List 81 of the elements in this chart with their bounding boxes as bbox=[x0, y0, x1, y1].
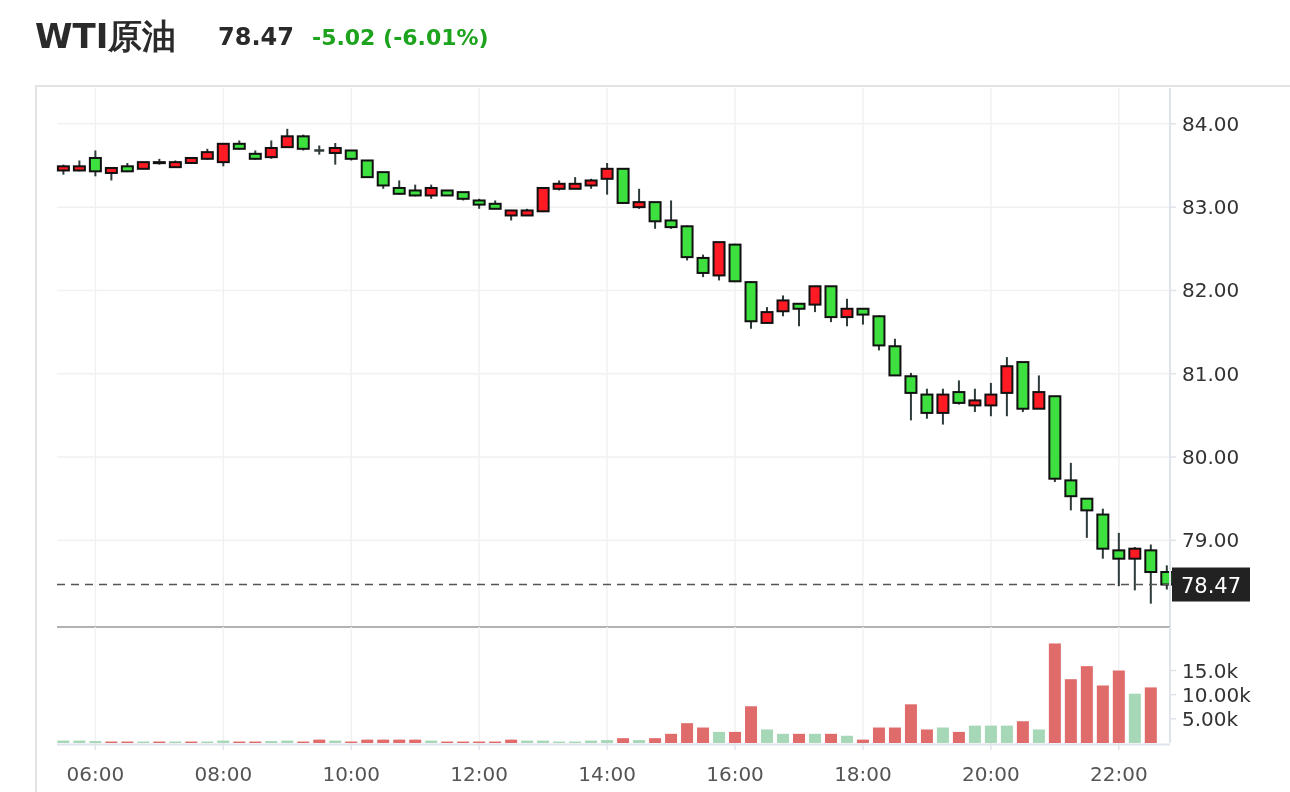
y-tick-label: 10.00k bbox=[1182, 682, 1252, 707]
bar bbox=[888, 727, 901, 743]
candlestick bbox=[648, 201, 662, 230]
chart-title: WTI原油 bbox=[35, 16, 177, 56]
candlestick bbox=[968, 387, 982, 414]
candlestick bbox=[1112, 531, 1126, 588]
bar bbox=[1048, 643, 1061, 743]
candlestick bbox=[952, 379, 966, 406]
bar bbox=[633, 740, 646, 743]
candlestick bbox=[904, 371, 918, 422]
bar bbox=[1032, 729, 1045, 743]
candlestick bbox=[280, 127, 294, 149]
candlestick bbox=[1128, 546, 1142, 592]
candlestick bbox=[1080, 497, 1094, 539]
bar bbox=[968, 725, 981, 743]
x-tick-label: 08:00 bbox=[194, 762, 253, 786]
candlestick bbox=[840, 297, 854, 328]
chart-subtitle: 78.47 bbox=[218, 23, 294, 51]
y-tick-label: 80.00 bbox=[1182, 445, 1240, 470]
y-tick-label: 83.00 bbox=[1182, 195, 1240, 220]
bar bbox=[904, 704, 917, 743]
bar bbox=[920, 729, 933, 743]
candlestick bbox=[1064, 461, 1078, 512]
x-tick-label: 10:00 bbox=[322, 762, 381, 786]
bar bbox=[1064, 679, 1077, 743]
candlestick bbox=[88, 149, 102, 178]
bar bbox=[793, 733, 805, 743]
candlestick bbox=[920, 387, 934, 420]
y-tick-label: 82.00 bbox=[1182, 278, 1240, 303]
bar bbox=[824, 733, 837, 743]
x-tick-label: 22:00 bbox=[1090, 762, 1148, 786]
bar bbox=[1112, 670, 1125, 743]
candlestick bbox=[1144, 543, 1158, 605]
bar bbox=[840, 735, 853, 743]
bar bbox=[713, 731, 726, 743]
candlestick bbox=[808, 285, 822, 314]
x-tick-label: 14:00 bbox=[578, 762, 636, 786]
bar bbox=[1080, 666, 1093, 743]
bar bbox=[808, 733, 821, 743]
bar bbox=[777, 733, 790, 743]
candlestick bbox=[776, 294, 790, 318]
bar bbox=[1128, 693, 1141, 743]
candlestick bbox=[936, 387, 950, 426]
bar bbox=[601, 740, 614, 743]
candlestick bbox=[328, 141, 342, 166]
x-tick-label: 06:00 bbox=[66, 762, 125, 786]
bar bbox=[681, 723, 694, 743]
y-tick-label: 79.00 bbox=[1182, 528, 1240, 553]
bar bbox=[649, 738, 662, 743]
y-tick-label: 15.0k bbox=[1182, 658, 1239, 683]
x-tick-label: 20:00 bbox=[962, 762, 1020, 786]
x-tick-label: 12:00 bbox=[450, 762, 508, 786]
candlestick bbox=[1032, 374, 1046, 410]
bar bbox=[729, 731, 742, 743]
candlestick bbox=[600, 161, 614, 196]
y-tick-label: 84.00 bbox=[1182, 111, 1240, 136]
bar bbox=[984, 725, 997, 743]
bar bbox=[665, 733, 678, 743]
x-tick-label: 16:00 bbox=[706, 762, 764, 786]
bar bbox=[1016, 721, 1029, 743]
bar bbox=[1000, 725, 1013, 743]
ref-line-label: 78.47 bbox=[1180, 573, 1242, 598]
y-tick-label: 81.00 bbox=[1182, 361, 1240, 386]
candlestick bbox=[632, 187, 646, 210]
candlestick bbox=[696, 253, 710, 279]
bar bbox=[952, 731, 965, 743]
x-tick-label: 18:00 bbox=[834, 762, 892, 786]
bar bbox=[1096, 685, 1109, 743]
candlestick bbox=[984, 381, 998, 418]
bar bbox=[936, 727, 949, 743]
y-tick-label: 5.00k bbox=[1182, 706, 1239, 731]
bar bbox=[872, 727, 885, 743]
candlestick bbox=[664, 199, 678, 230]
bar bbox=[745, 706, 758, 743]
text: -5.02 (-6.01%) bbox=[312, 25, 489, 50]
candlestick bbox=[536, 186, 550, 214]
bar bbox=[1144, 687, 1157, 743]
bar bbox=[761, 729, 774, 743]
candlestick bbox=[264, 139, 278, 160]
bar bbox=[617, 738, 630, 743]
bar bbox=[697, 727, 710, 743]
